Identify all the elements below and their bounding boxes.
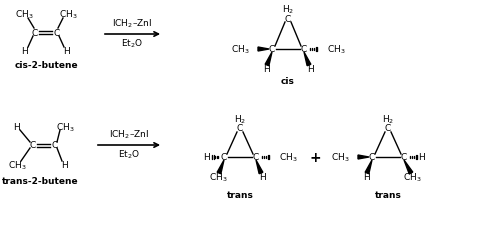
Polygon shape <box>404 160 413 174</box>
Text: H: H <box>418 153 425 162</box>
Text: CH$_3$: CH$_3$ <box>332 151 350 164</box>
Text: $\mathregular{CH_3}$: $\mathregular{CH_3}$ <box>15 9 33 21</box>
Text: C: C <box>401 153 407 162</box>
Text: $\mathregular{CH_3}$: $\mathregular{CH_3}$ <box>59 9 77 21</box>
Text: C: C <box>237 124 243 133</box>
Text: C: C <box>285 14 291 23</box>
Polygon shape <box>304 53 311 67</box>
Text: trans: trans <box>226 191 253 200</box>
Text: H: H <box>363 173 369 182</box>
Text: Et$_2$O: Et$_2$O <box>118 148 140 161</box>
Text: trans-2-butene: trans-2-butene <box>1 177 78 186</box>
Text: trans: trans <box>374 191 401 200</box>
Text: CH$_3$: CH$_3$ <box>231 44 250 56</box>
Text: H: H <box>63 47 70 56</box>
Text: C: C <box>52 141 58 150</box>
Text: H: H <box>259 173 265 182</box>
Text: H: H <box>307 65 313 74</box>
Text: CH$_3$: CH$_3$ <box>279 151 298 164</box>
Text: C: C <box>32 28 38 37</box>
Text: C: C <box>221 153 227 162</box>
Text: CH$_3$: CH$_3$ <box>209 171 227 183</box>
Text: +: + <box>309 150 321 164</box>
Text: CH$_3$: CH$_3$ <box>402 171 421 183</box>
Text: C: C <box>253 153 259 162</box>
Text: cis: cis <box>281 77 295 86</box>
Text: C: C <box>30 141 36 150</box>
Text: H$_2$: H$_2$ <box>382 113 394 126</box>
Text: C: C <box>269 45 275 54</box>
Text: CH$_3$: CH$_3$ <box>8 159 26 171</box>
Text: H: H <box>263 65 270 74</box>
Text: H: H <box>22 47 29 56</box>
Text: C: C <box>385 124 391 133</box>
Text: H: H <box>14 123 20 132</box>
Text: C: C <box>369 153 375 162</box>
Text: H: H <box>203 153 210 162</box>
Polygon shape <box>358 155 369 159</box>
Text: H: H <box>62 161 68 170</box>
Text: C: C <box>301 45 307 54</box>
Polygon shape <box>258 48 269 52</box>
Text: cis-2-butene: cis-2-butene <box>14 61 78 70</box>
Text: H$_2$: H$_2$ <box>282 4 294 16</box>
Polygon shape <box>365 160 372 174</box>
Text: CH$_3$: CH$_3$ <box>327 44 345 56</box>
Text: CH$_3$: CH$_3$ <box>56 121 74 134</box>
Text: H$_2$: H$_2$ <box>234 113 246 126</box>
Text: ICH$_2$–ZnI: ICH$_2$–ZnI <box>112 18 152 30</box>
Text: C: C <box>54 28 60 37</box>
Polygon shape <box>217 160 224 174</box>
Text: ICH$_2$–ZnI: ICH$_2$–ZnI <box>109 128 149 141</box>
Text: Et$_2$O: Et$_2$O <box>121 38 143 50</box>
Polygon shape <box>265 53 272 67</box>
Polygon shape <box>256 160 263 174</box>
